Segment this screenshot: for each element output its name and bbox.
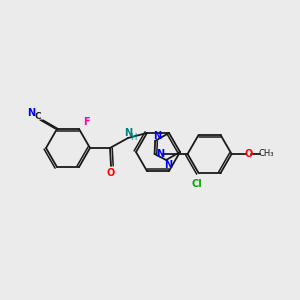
Text: Cl: Cl: [191, 179, 202, 189]
Text: C: C: [34, 112, 41, 122]
Text: H: H: [130, 133, 136, 142]
Text: N: N: [124, 128, 132, 138]
Text: O: O: [107, 168, 115, 178]
Text: N: N: [157, 149, 165, 159]
Text: N: N: [164, 160, 172, 170]
Text: F: F: [83, 117, 89, 127]
Text: N: N: [153, 131, 161, 141]
Text: CH₃: CH₃: [259, 149, 274, 158]
Text: O: O: [244, 149, 253, 159]
Text: N: N: [27, 108, 35, 118]
